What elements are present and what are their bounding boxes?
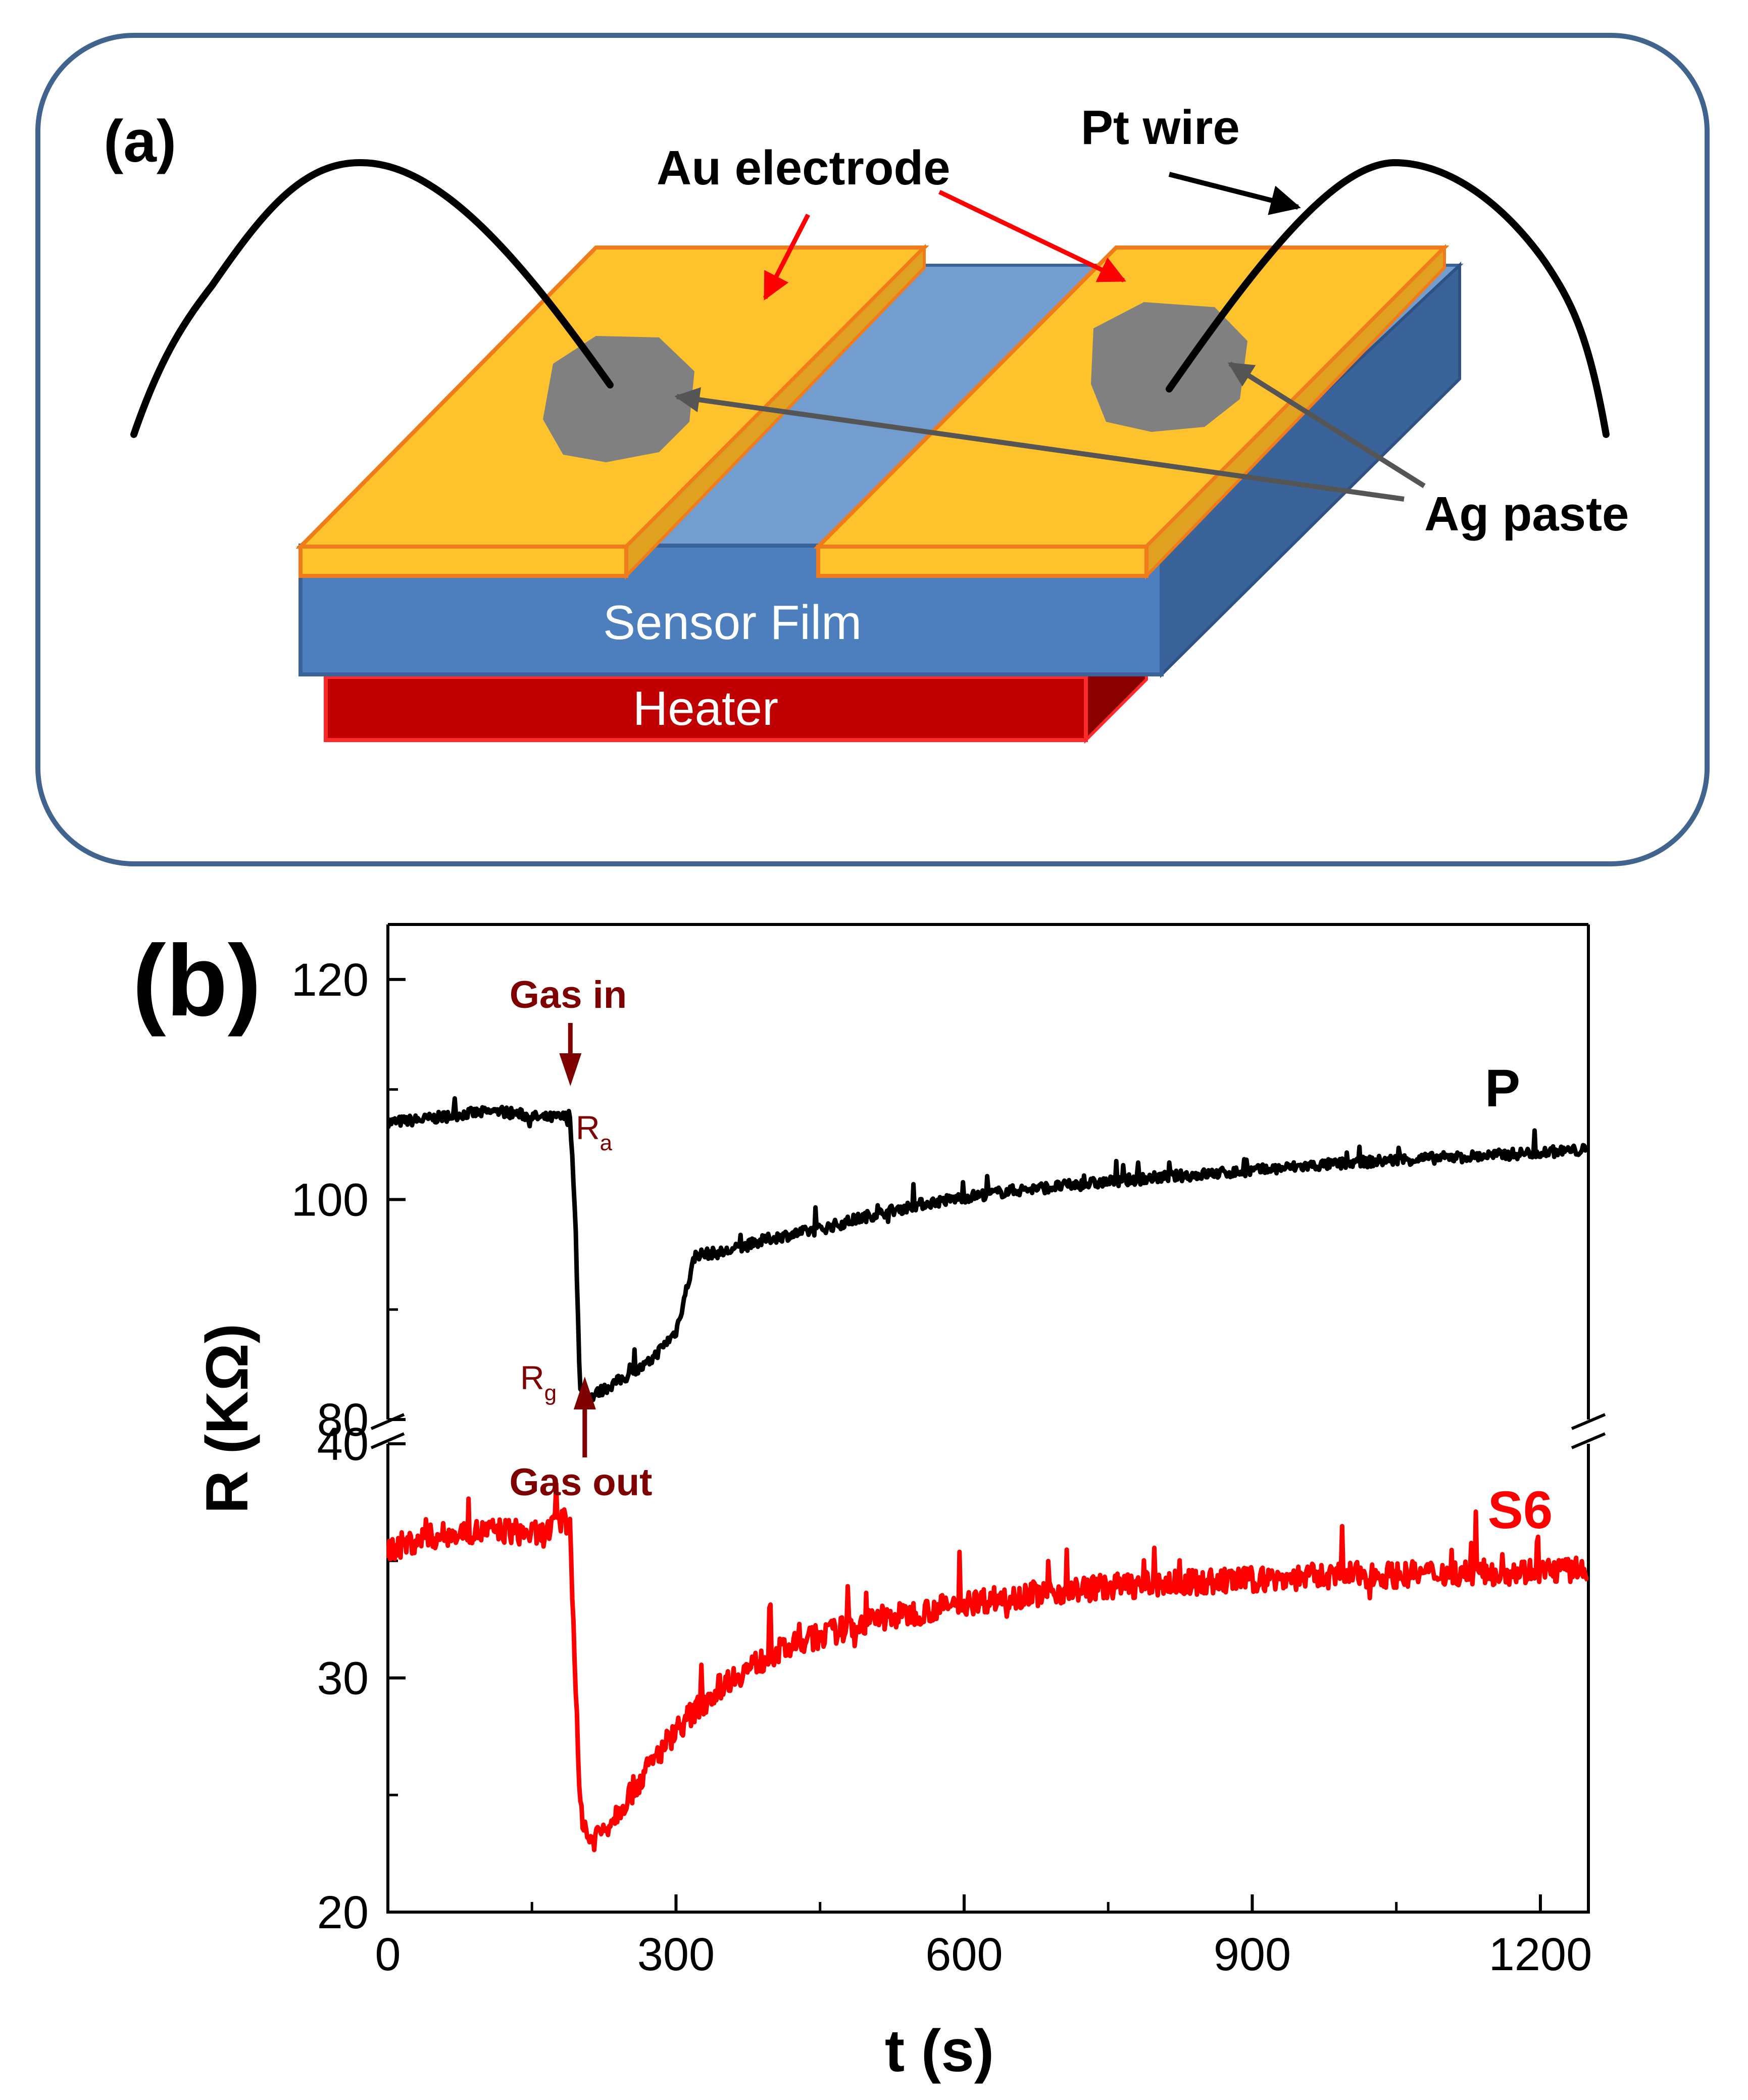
ag-arrow-right: [1227, 361, 1426, 489]
gas-out-label: Gas out: [510, 1461, 653, 1504]
au-electrode-label: Au electrode: [657, 141, 950, 195]
tick-labels: 0 300 600 900 1200 80 100 120 20 30 40: [291, 954, 1592, 1980]
au-arrow-right: [938, 189, 1126, 283]
plot-frame: [370, 923, 1606, 1914]
x-tick-label: 600: [925, 1929, 1003, 1980]
x-axis-label: t (s): [885, 2018, 994, 2084]
y-tick-label-lower: 20: [317, 1887, 369, 1938]
series-s6-line: [386, 1481, 1588, 1852]
gas-in-label: Gas in: [510, 973, 627, 1016]
x-tick-label: 0: [375, 1929, 401, 1980]
electrode-right-front: [816, 545, 1148, 578]
ag-arrow-left: [674, 387, 1405, 502]
break-mark-left-2: [370, 1432, 405, 1449]
rg-main: R: [520, 1359, 544, 1396]
sensor-film-label: Sensor Film: [603, 596, 862, 650]
y-tick-label-lower: 30: [317, 1653, 369, 1704]
ra-sub: a: [600, 1131, 613, 1155]
pt-wire-left: [130, 159, 614, 438]
series-p-line: [386, 1096, 1588, 1405]
gas-annotations: Gas in Ra Rg Gas out: [510, 973, 653, 1504]
ra-label: Ra: [576, 1109, 613, 1155]
break-mark-right-1: [1571, 1413, 1606, 1430]
y-axis-label: R (KΩ): [194, 1324, 261, 1513]
gas-in-arrowhead: [559, 1053, 582, 1086]
panel-a-label: (a): [104, 108, 176, 175]
heater-front: [324, 675, 1088, 742]
rg-sub: g: [544, 1381, 557, 1405]
au-arrow-left: [763, 213, 811, 301]
heater-label: Heater: [633, 681, 778, 736]
break-mark-left-1: [370, 1413, 405, 1430]
ag-paste-label: Ag paste: [1424, 487, 1629, 541]
gas-out-arrowhead: [573, 1377, 596, 1409]
series-s6-label: S6: [1488, 1481, 1553, 1540]
ticks: [386, 978, 1542, 1914]
pt-wire-arrow: [1168, 172, 1301, 215]
break-mark-right-2: [1571, 1432, 1606, 1449]
panel-b-label: (b): [132, 924, 261, 1037]
ag-paste-left: [543, 336, 694, 462]
x-tick-label: 300: [637, 1929, 715, 1980]
panel-b: (b) 0 300 600 900 1200 80 100 120 20 30 40 Gas in …: [132, 923, 1606, 2084]
rg-label: Rg: [520, 1359, 557, 1405]
pt-wire-right: [1166, 159, 1610, 438]
ra-main: R: [576, 1109, 600, 1146]
panel-a: (a) Heater Sensor Film: [35, 33, 1710, 866]
x-tick-label: 1200: [1489, 1929, 1592, 1980]
pt-wire-label: Pt wire: [1081, 101, 1240, 155]
series-p-label: P: [1485, 1059, 1520, 1118]
y-tick-label-upper: 80: [317, 1394, 369, 1446]
y-tick-label-lower: 40: [317, 1419, 369, 1470]
x-tick-label: 900: [1214, 1929, 1291, 1980]
y-tick-label-upper: 120: [291, 954, 369, 1006]
heater: Heater: [324, 612, 1148, 744]
electrode-left-front: [298, 545, 628, 578]
y-tick-label-upper: 100: [291, 1174, 369, 1226]
